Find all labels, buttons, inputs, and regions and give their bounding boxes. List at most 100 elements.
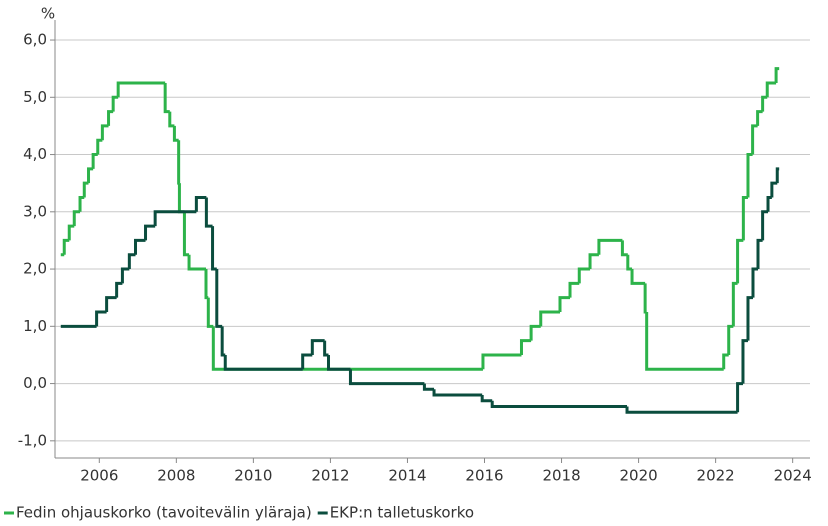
- step-segment: [736, 238, 744, 284]
- step-segment: [187, 254, 206, 271]
- step-segment: [643, 283, 647, 314]
- step-segment: [82, 181, 89, 198]
- step-segment: [67, 224, 75, 241]
- x-tick-label: 2020: [619, 467, 657, 485]
- step-segment: [211, 326, 483, 371]
- step-segment: [568, 281, 580, 298]
- step-segment: [111, 95, 119, 112]
- legend-label: EKP:n talletuskorko: [330, 504, 474, 522]
- legend-label: Fedin ohjauskorko (tavoitevälin yläraja): [16, 504, 312, 522]
- step-segment: [91, 153, 98, 169]
- step-segment: [529, 324, 541, 341]
- step-segment: [751, 124, 758, 155]
- step-segment: [105, 296, 117, 312]
- x-tick-label: 2006: [80, 467, 118, 485]
- step-segment: [751, 267, 758, 298]
- x-tick-label: 2010: [234, 467, 272, 485]
- x-tick-label: 2022: [697, 467, 735, 485]
- step-segment: [204, 269, 209, 300]
- step-segment: [746, 296, 753, 341]
- step-segment: [115, 281, 123, 298]
- step-segment: [630, 269, 646, 285]
- step-segment: [172, 125, 179, 142]
- step-segment: [78, 195, 85, 212]
- step-segment: [323, 340, 329, 357]
- step-segment: [116, 81, 166, 98]
- step-segment: [539, 310, 561, 327]
- step-segment: [211, 226, 217, 271]
- step-segment: [163, 82, 170, 114]
- step-segment: [722, 353, 729, 370]
- step-segment: [348, 369, 425, 386]
- step-segment: [95, 310, 107, 327]
- step-segment: [432, 389, 483, 397]
- y-tick-label: 6,0: [23, 31, 47, 49]
- y-tick-label: 3,0: [23, 202, 47, 220]
- x-tick-label: 2018: [542, 467, 580, 485]
- step-segment: [182, 211, 190, 257]
- step-segment: [177, 183, 185, 214]
- step-segment: [756, 238, 763, 270]
- step-segment: [194, 195, 207, 212]
- step-segment: [761, 210, 769, 241]
- step-segment: [727, 324, 734, 355]
- step-segment: [741, 339, 748, 384]
- x-tick-label: 2012: [311, 467, 349, 485]
- step-segment: [96, 138, 103, 155]
- x-tick-label: 2008: [157, 467, 195, 485]
- step-segment: [519, 339, 532, 355]
- step-segment: [87, 167, 94, 184]
- step-segment: [756, 110, 763, 126]
- step-segment: [220, 326, 226, 357]
- step-segment: [736, 382, 743, 413]
- step-segment: [62, 238, 70, 255]
- step-segment: [597, 238, 623, 255]
- x-tick-label: 2014: [388, 467, 426, 485]
- step-segment: [215, 269, 223, 328]
- step-segment: [770, 181, 778, 198]
- x-tick-label: 2016: [465, 467, 503, 485]
- step-segment: [588, 253, 599, 270]
- y-axis-label: %: [41, 5, 55, 23]
- step-segment: [746, 153, 753, 198]
- step-segment: [204, 197, 213, 228]
- step-segment: [645, 312, 724, 371]
- step-segment: [310, 339, 325, 355]
- step-segment: [107, 110, 114, 126]
- step-segment: [127, 253, 136, 270]
- y-tick-label: 5,0: [23, 88, 47, 106]
- y-tick-label: 4,0: [23, 145, 47, 163]
- step-segment: [168, 111, 175, 128]
- y-tick-label: -1,0: [18, 431, 47, 449]
- step-segment: [625, 406, 738, 414]
- step-segment: [326, 354, 351, 371]
- step-segment: [577, 267, 591, 284]
- step-segment: [620, 240, 628, 257]
- step-segment: [741, 195, 748, 241]
- step-segment: [765, 81, 777, 98]
- step-segment: [134, 238, 146, 255]
- step-segment: [153, 210, 197, 227]
- step-segment: [731, 281, 738, 327]
- step-segment: [72, 210, 81, 227]
- step-segment: [766, 195, 772, 212]
- step-segment: [100, 124, 109, 141]
- step-segment: [223, 354, 303, 371]
- x-tick-label: 2024: [774, 467, 812, 485]
- step-segment: [177, 140, 181, 185]
- step-segment: [761, 95, 768, 112]
- step-segment: [481, 353, 522, 370]
- y-tick-label: 2,0: [23, 260, 47, 278]
- step-segment: [490, 400, 628, 408]
- y-tick-label: 0,0: [23, 374, 47, 392]
- step-segment: [558, 296, 571, 312]
- step-segment: [301, 353, 313, 370]
- step-segment: [206, 297, 214, 328]
- step-segment: [774, 67, 780, 83]
- step-segment: [120, 267, 130, 284]
- step-segment: [480, 395, 493, 403]
- y-tick-label: 1,0: [23, 317, 47, 335]
- step-segment: [775, 167, 780, 184]
- step-segment: [422, 383, 435, 391]
